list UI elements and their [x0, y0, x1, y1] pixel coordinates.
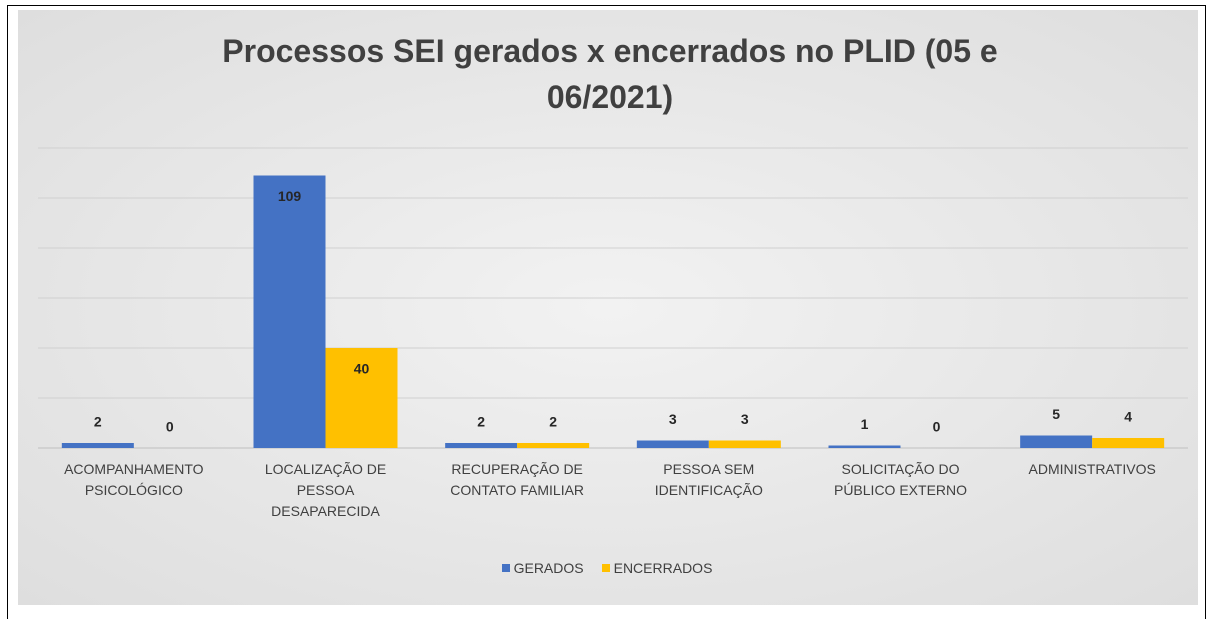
- x-tick-label: SOLICITAÇÃO DO PÚBLICO EXTERNO: [833, 461, 968, 498]
- data-label: 0: [933, 419, 941, 435]
- data-label: 4: [1124, 409, 1132, 425]
- bar: [325, 348, 398, 448]
- data-label: 1: [861, 416, 869, 432]
- data-label: 2: [549, 414, 557, 430]
- legend-swatch: [501, 564, 510, 572]
- data-label: 2: [477, 414, 485, 430]
- data-label: 0: [166, 419, 174, 435]
- bar: [1020, 435, 1093, 448]
- data-label: 3: [741, 411, 749, 427]
- legend-swatch: [601, 564, 610, 572]
- bar: [828, 445, 901, 448]
- legend-label: ENCERRADOS: [613, 560, 713, 576]
- x-tick-label: ADMINISTRATIVOS: [1028, 461, 1156, 477]
- x-tick-label: PESSOA SEM IDENTIFICAÇÃO: [654, 461, 763, 498]
- data-label: 109: [278, 188, 302, 204]
- frame: [7, 5, 1206, 619]
- bar: [517, 443, 590, 448]
- legend-item: ENCERRADOS: [601, 560, 713, 576]
- x-tick-label: LOCALIZAÇÃO DE PESSOA DESAPARECIDA: [264, 461, 387, 519]
- bar: [253, 175, 326, 448]
- chart-title: Processos SEI gerados x encerrados no PL…: [222, 33, 998, 115]
- bar: [708, 440, 781, 448]
- bar: [445, 443, 518, 448]
- chart-area: [18, 10, 1198, 605]
- bar: [1092, 438, 1165, 448]
- data-label: 40: [354, 361, 370, 377]
- legend-label: GERADOS: [513, 560, 584, 576]
- bar: [636, 440, 709, 448]
- data-label: 2: [94, 414, 102, 430]
- data-label: 3: [669, 411, 677, 427]
- legend-item: GERADOS: [501, 560, 584, 576]
- x-tick-label: RECUPERAÇÃO DE CONTATO FAMILIAR: [450, 461, 585, 498]
- data-label: 5: [1052, 406, 1060, 422]
- bar: [61, 443, 134, 448]
- x-tick-label: ACOMPANHAMENTO PSICOLÓGICO: [64, 461, 204, 498]
- legend: GERADOS ENCERRADOS: [0, 560, 1214, 576]
